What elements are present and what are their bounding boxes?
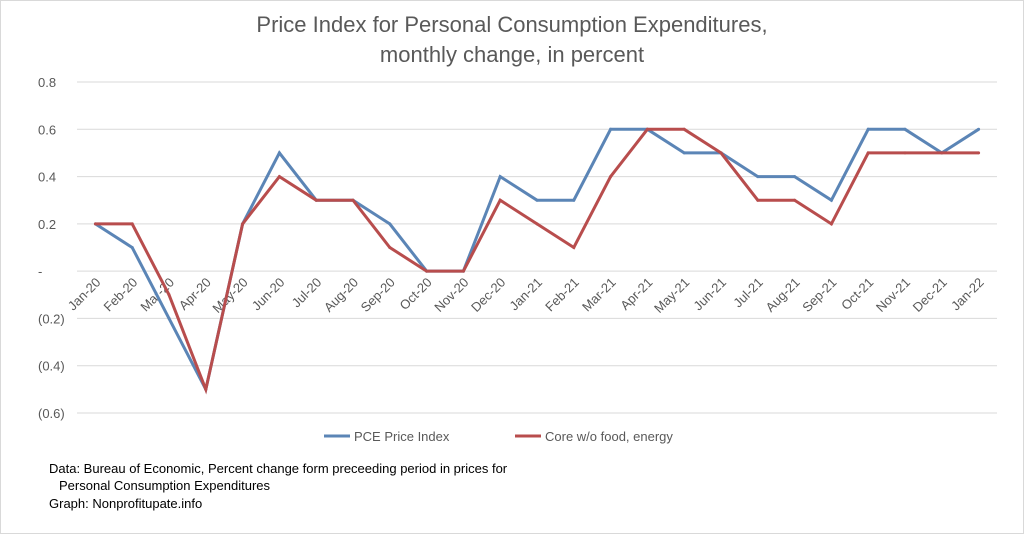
data-point-series-2 — [977, 151, 981, 155]
data-point-series-2 — [793, 198, 797, 202]
x-tick-label: Apr-21 — [617, 275, 655, 313]
y-tick-label: (0.2) — [38, 311, 65, 326]
x-tick-label: Apr-20 — [176, 275, 214, 313]
x-tick-label: Dec-20 — [468, 275, 508, 315]
x-tick-label: Feb-21 — [542, 275, 582, 315]
x-tick-label: Aug-20 — [321, 275, 361, 315]
data-point-series-2 — [609, 175, 613, 179]
y-tick-label: (0.4) — [38, 359, 65, 374]
x-tick-label: Nov-20 — [431, 275, 471, 315]
data-point-series-2 — [461, 269, 465, 273]
y-tick-label: 0.4 — [38, 170, 56, 185]
data-point-series-2 — [829, 222, 833, 226]
x-tick-label: Nov-21 — [873, 275, 913, 315]
footnote-graph-credit: Graph: Nonprofitupate.info — [49, 496, 203, 511]
data-point-series-1 — [682, 151, 686, 155]
data-point-series-2 — [682, 127, 686, 131]
x-tick-label: Feb-20 — [101, 275, 141, 315]
x-tick-label: Aug-21 — [762, 275, 802, 315]
data-point-series-1 — [793, 175, 797, 179]
data-point-series-2 — [756, 198, 760, 202]
data-point-series-2 — [645, 127, 649, 131]
x-tick-label: Oct-21 — [838, 275, 876, 313]
data-point-series-1 — [866, 127, 870, 131]
y-tick-label: 0.8 — [38, 75, 56, 90]
y-tick-label: 0.2 — [38, 217, 56, 232]
y-tick-label: 0.6 — [38, 122, 56, 137]
data-point-series-2 — [167, 293, 171, 297]
y-tick-label: - — [38, 264, 42, 279]
data-point-series-2 — [314, 198, 318, 202]
x-tick-label: May-21 — [651, 275, 692, 316]
data-point-series-1 — [277, 151, 281, 155]
data-point-series-2 — [351, 198, 355, 202]
data-point-series-2 — [277, 175, 281, 179]
data-point-series-1 — [829, 198, 833, 202]
data-point-series-1 — [167, 316, 171, 320]
data-point-series-1 — [609, 127, 613, 131]
data-point-series-1 — [903, 127, 907, 131]
data-point-series-1 — [572, 198, 576, 202]
data-point-series-2 — [388, 246, 392, 249]
data-point-series-2 — [572, 246, 576, 249]
data-point-series-1 — [130, 246, 134, 249]
chart-title-line-2: monthly change, in percent — [379, 42, 645, 67]
data-point-series-1 — [498, 175, 502, 179]
data-point-series-2 — [903, 151, 907, 155]
x-tick-label: Mar-21 — [579, 275, 619, 315]
footnote-data-source-cont: Personal Consumption Expenditures — [59, 478, 271, 493]
data-point-series-1 — [756, 175, 760, 179]
data-point-series-2 — [130, 222, 134, 226]
x-tick-label: Jan-22 — [948, 275, 987, 314]
legend-label-2: Core w/o food, energy — [545, 429, 673, 444]
data-point-series-2 — [93, 222, 97, 226]
x-tick-label: Sep-20 — [358, 275, 398, 315]
x-tick-label: Jan-20 — [65, 275, 104, 314]
data-point-series-2 — [241, 222, 245, 226]
series-line-2 — [95, 127, 979, 395]
data-point-series-2 — [535, 222, 539, 226]
data-point-series-2 — [425, 269, 429, 273]
x-tick-label: Dec-21 — [910, 275, 950, 315]
data-point-series-1 — [388, 222, 392, 226]
y-tick-label: (0.6) — [38, 406, 65, 421]
x-tick-label: Jul-20 — [289, 275, 325, 311]
data-point-series-2 — [204, 387, 208, 391]
data-point-series-2 — [940, 151, 944, 155]
footnote-data-source: Data: Bureau of Economic, Percent change… — [49, 461, 508, 476]
series-line-1 — [94, 127, 980, 394]
chart-title-line-1: Price Index for Personal Consumption Exp… — [256, 12, 768, 37]
x-tick-label: Jul-21 — [730, 275, 766, 311]
x-tick-label: Jun-21 — [690, 275, 729, 314]
x-tick-label: Oct-20 — [397, 275, 435, 313]
data-point-series-2 — [866, 151, 870, 155]
data-point-series-2 — [498, 198, 502, 202]
data-point-series-1 — [535, 198, 539, 202]
x-tick-label: Sep-21 — [799, 275, 839, 315]
x-tick-label: Jun-20 — [249, 275, 288, 314]
legend-label-1: PCE Price Index — [354, 429, 450, 444]
x-tick-label: Jan-21 — [506, 275, 545, 314]
data-point-series-1 — [977, 127, 981, 131]
data-point-series-2 — [719, 151, 723, 155]
